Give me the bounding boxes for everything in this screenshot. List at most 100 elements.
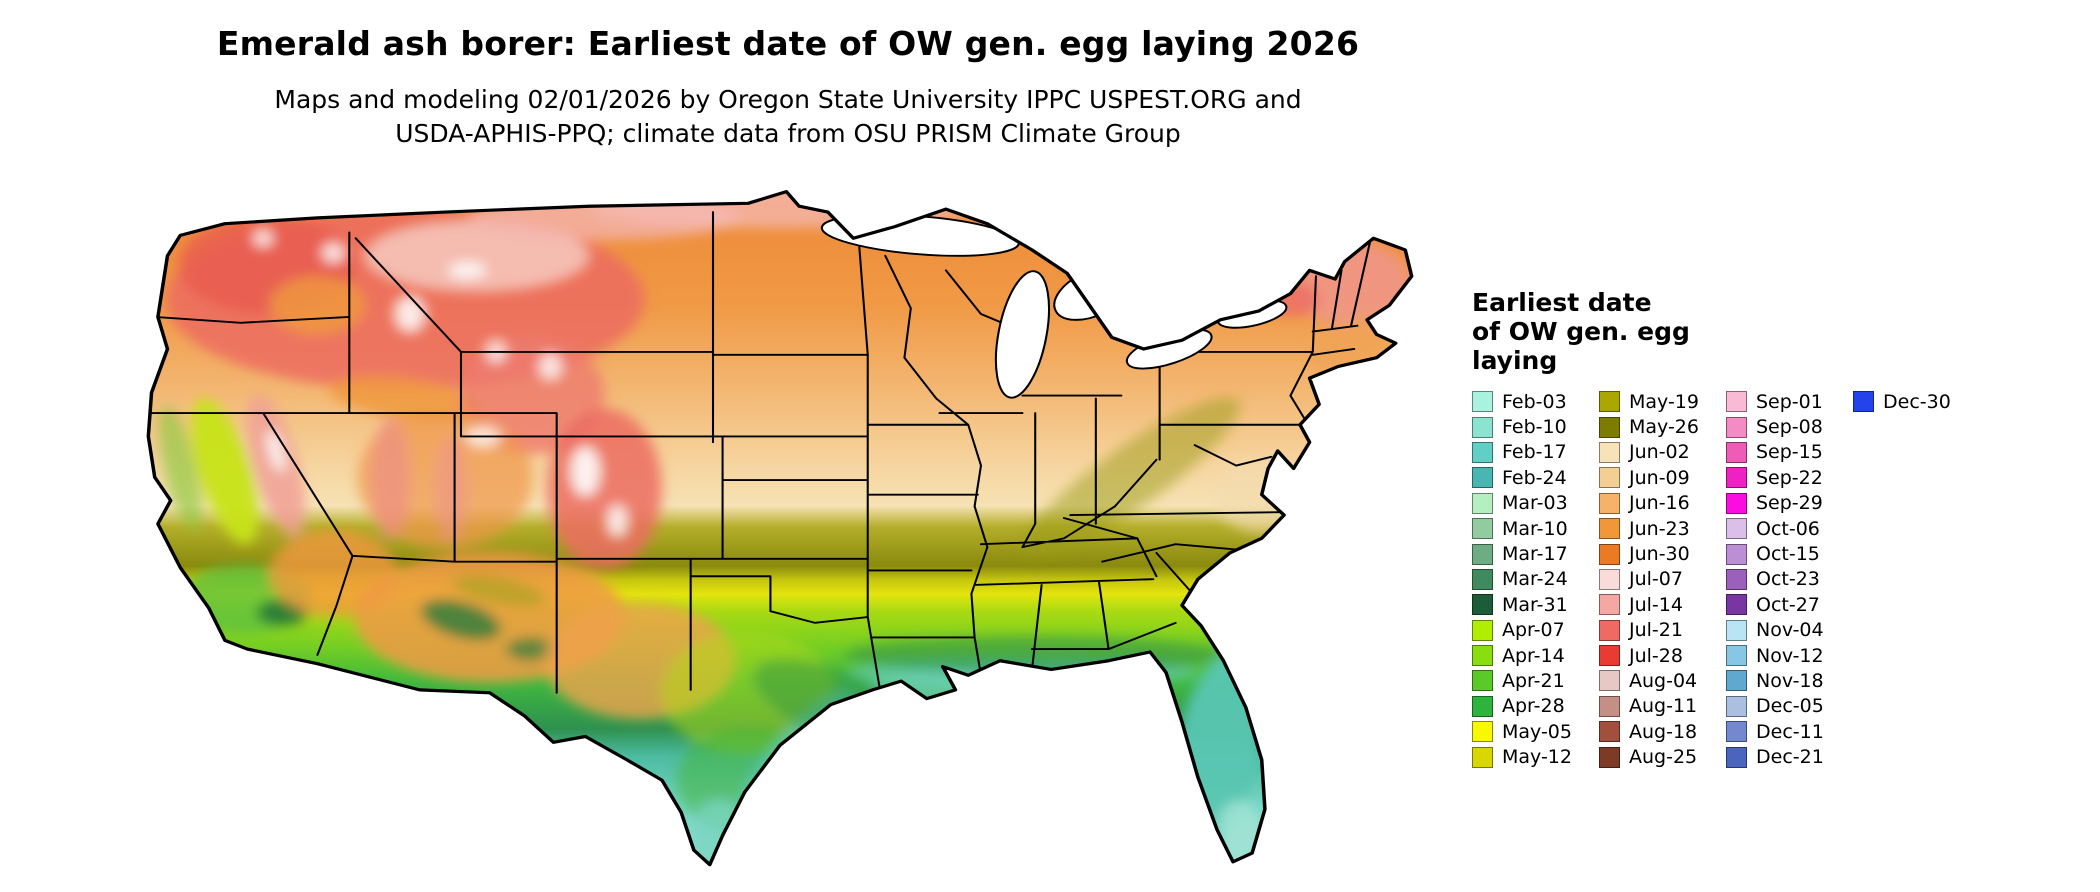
legend-label: Jun-23 bbox=[1629, 517, 1690, 540]
legend-swatch bbox=[1599, 467, 1620, 489]
legend-swatch bbox=[1726, 441, 1747, 463]
legend-label: Jun-30 bbox=[1629, 543, 1690, 566]
legend-label: Oct-27 bbox=[1756, 593, 1820, 616]
legend-entry: Jul-21 bbox=[1599, 618, 1700, 643]
legend-label: Apr-07 bbox=[1502, 619, 1565, 642]
legend-label: Feb-24 bbox=[1502, 466, 1567, 489]
legend-swatch bbox=[1726, 721, 1747, 743]
legend-swatch bbox=[1726, 518, 1747, 540]
legend-label: Dec-30 bbox=[1883, 390, 1951, 413]
legend-label: Mar-10 bbox=[1502, 517, 1568, 540]
legend-entry: Oct-06 bbox=[1726, 516, 1827, 541]
legend-entry: Aug-18 bbox=[1599, 719, 1700, 744]
legend-label: Dec-05 bbox=[1756, 695, 1824, 718]
legend-label: Jul-28 bbox=[1629, 644, 1683, 667]
legend-label: Apr-28 bbox=[1502, 695, 1565, 718]
legend-entry: Mar-17 bbox=[1472, 541, 1573, 566]
legend-title: Earliest date of OW gen. egg laying bbox=[1472, 288, 1954, 375]
legend-label: Jun-16 bbox=[1629, 492, 1690, 515]
legend-label: Nov-04 bbox=[1756, 619, 1824, 642]
legend-entry: Jun-30 bbox=[1599, 541, 1700, 566]
legend-entry: Sep-01 bbox=[1726, 389, 1827, 414]
legend-label: May-26 bbox=[1629, 416, 1699, 439]
subtitle-line-2: USDA-APHIS-PPQ; climate data from OSU PR… bbox=[395, 118, 1181, 148]
legend-title-line-2: of OW gen. egg bbox=[1472, 317, 1690, 346]
legend-swatch bbox=[1726, 391, 1747, 413]
legend-entry: Feb-10 bbox=[1472, 414, 1573, 439]
legend-label: Mar-17 bbox=[1502, 543, 1568, 566]
legend-swatch bbox=[1472, 721, 1493, 743]
legend-entry: Aug-04 bbox=[1599, 668, 1700, 693]
legend-swatch bbox=[1472, 695, 1493, 717]
legend-label: Oct-23 bbox=[1756, 568, 1820, 591]
legend-entry: Jul-14 bbox=[1599, 592, 1700, 617]
legend-column-4: Dec-30 bbox=[1853, 389, 1954, 414]
legend-label: Jul-21 bbox=[1629, 619, 1683, 642]
legend-label: Aug-25 bbox=[1629, 746, 1698, 769]
legend-column-3: Sep-01 Sep-08 Sep-15 Sep-22 Sep-29 Oct-06 Oct-… bbox=[1726, 389, 1827, 770]
lake-michigan bbox=[994, 270, 1051, 399]
legend-swatch bbox=[1472, 619, 1493, 641]
legend-swatch bbox=[1599, 518, 1620, 540]
legend-label: Jun-09 bbox=[1629, 466, 1690, 489]
legend-entry: Aug-25 bbox=[1599, 744, 1700, 769]
legend-column-2: May-19 May-26 Jun-02 Jun-09 Jun-16 Jun-23 Jun-… bbox=[1599, 389, 1700, 770]
legend-entry: Apr-28 bbox=[1472, 694, 1573, 719]
legend-swatch bbox=[1726, 467, 1747, 489]
legend-entry: Oct-23 bbox=[1726, 567, 1827, 592]
legend-swatch bbox=[1599, 670, 1620, 692]
legend-label: Aug-04 bbox=[1629, 669, 1698, 692]
legend-swatch bbox=[1599, 594, 1620, 616]
legend-swatch bbox=[1472, 670, 1493, 692]
legend-entry: Dec-05 bbox=[1726, 694, 1827, 719]
legend-entry: Sep-29 bbox=[1726, 491, 1827, 516]
legend-swatch bbox=[1726, 594, 1747, 616]
legend-entry: Jul-28 bbox=[1599, 643, 1700, 668]
legend-swatch bbox=[1472, 518, 1493, 540]
legend-entry: Jun-23 bbox=[1599, 516, 1700, 541]
legend-entry: Feb-24 bbox=[1472, 465, 1573, 490]
legend-swatch bbox=[1472, 467, 1493, 489]
legend-swatch bbox=[1472, 391, 1493, 413]
legend-title-line-3: laying bbox=[1472, 346, 1558, 375]
legend-swatch bbox=[1726, 746, 1747, 768]
legend-entry: Oct-15 bbox=[1726, 541, 1827, 566]
legend-swatch bbox=[1472, 594, 1493, 616]
legend-entry: May-12 bbox=[1472, 744, 1573, 769]
legend-entry: Nov-12 bbox=[1726, 643, 1827, 668]
legend-label: Feb-10 bbox=[1502, 416, 1567, 439]
legend-entry: Nov-18 bbox=[1726, 668, 1827, 693]
legend-swatch bbox=[1472, 492, 1493, 514]
legend-label: Feb-17 bbox=[1502, 441, 1567, 464]
subtitle-line-1: Maps and modeling 02/01/2026 by Oregon S… bbox=[274, 85, 1302, 114]
legend-entry: Sep-15 bbox=[1726, 440, 1827, 465]
legend-swatch bbox=[1599, 543, 1620, 565]
legend-label: Jul-07 bbox=[1629, 568, 1683, 591]
legend-entry: Dec-21 bbox=[1726, 744, 1827, 769]
subtitle: Maps and modeling 02/01/2026 by Oregon S… bbox=[138, 83, 1438, 150]
legend-entry: Dec-30 bbox=[1853, 389, 1954, 414]
legend-entry: Nov-04 bbox=[1726, 618, 1827, 643]
legend-entry: Mar-31 bbox=[1472, 592, 1573, 617]
legend-swatch bbox=[1599, 441, 1620, 463]
legend-entry: Mar-10 bbox=[1472, 516, 1573, 541]
legend-entry: Feb-17 bbox=[1472, 440, 1573, 465]
legend-swatch bbox=[1726, 416, 1747, 438]
legend-label: Mar-31 bbox=[1502, 593, 1568, 616]
legend-entry: Dec-11 bbox=[1726, 719, 1827, 744]
legend-swatch bbox=[1472, 543, 1493, 565]
legend-label: Nov-18 bbox=[1756, 669, 1824, 692]
legend-label: Sep-29 bbox=[1756, 492, 1823, 515]
legend-label: Sep-22 bbox=[1756, 466, 1823, 489]
legend-column-1: Feb-03 Feb-10 Feb-17 Feb-24 Mar-03 Mar-10 Mar-… bbox=[1472, 389, 1573, 770]
legend-swatch bbox=[1599, 416, 1620, 438]
legend-label: Sep-08 bbox=[1756, 416, 1823, 439]
legend-label: Aug-11 bbox=[1629, 695, 1698, 718]
legend-label: Dec-11 bbox=[1756, 720, 1824, 743]
legend-label: Jul-14 bbox=[1629, 593, 1683, 616]
legend-swatch bbox=[1726, 619, 1747, 641]
legend-swatch bbox=[1726, 695, 1747, 717]
legend-swatch bbox=[1726, 568, 1747, 590]
legend-entry: Sep-22 bbox=[1726, 465, 1827, 490]
